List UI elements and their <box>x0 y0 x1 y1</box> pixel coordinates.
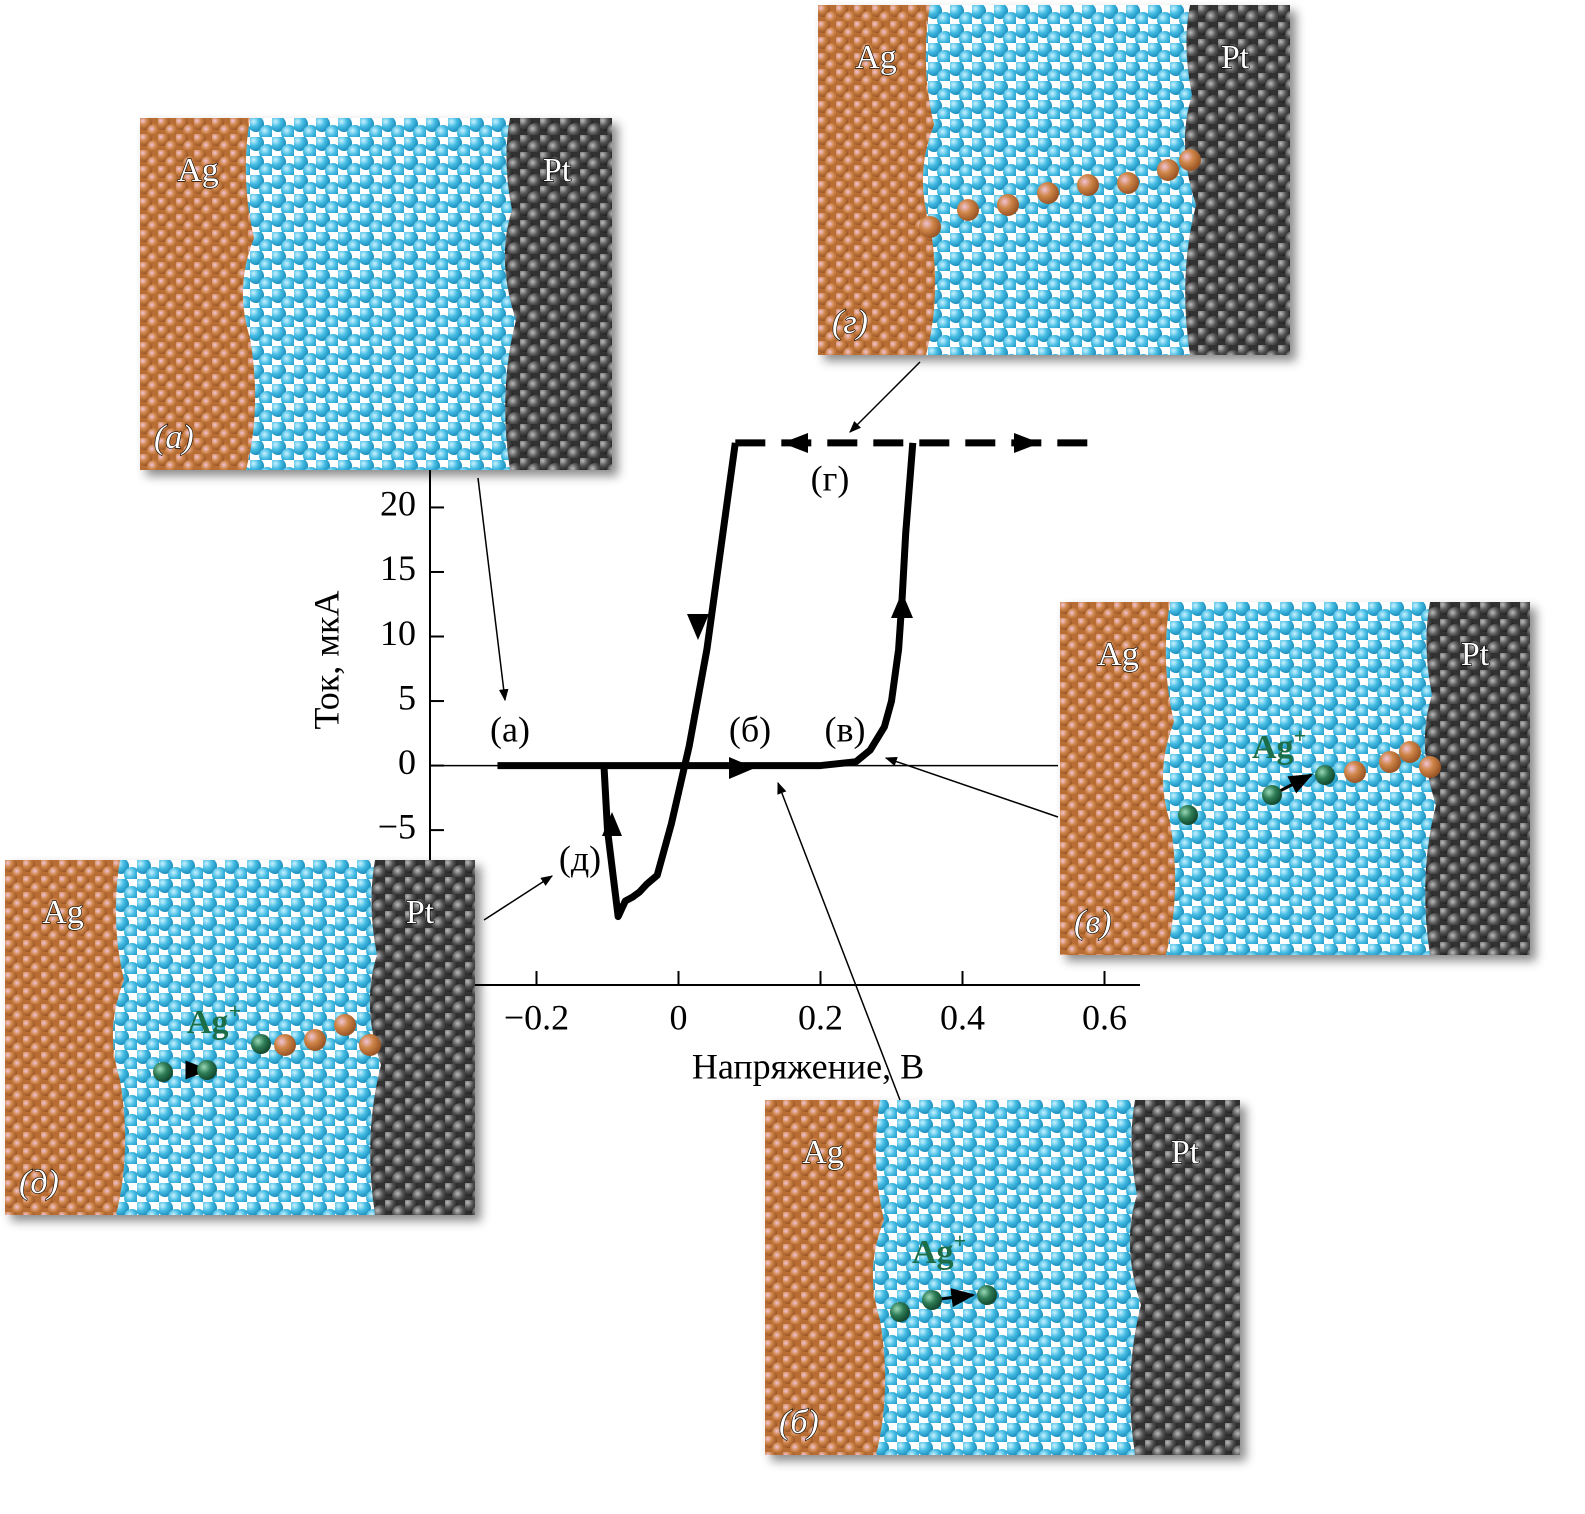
ion-symbol: Ag <box>912 1234 954 1271</box>
pt-electrode <box>369 860 475 1215</box>
ion-charge: + <box>954 1228 967 1253</box>
inset: Ag+Ag Pt(в) <box>1060 602 1530 955</box>
pt-electrode <box>1184 5 1290 355</box>
arrow-head <box>729 757 755 779</box>
insets: Ag Pt(а)Ag Pt(г)Ag+Ag Pt(в)Ag+Ag Pt(д)Ag+Ag P… <box>5 5 1530 1455</box>
filament-atom <box>1117 172 1139 194</box>
filament-atom <box>1419 756 1441 778</box>
y-tick-label: 10 <box>380 613 416 653</box>
y-tick-label: 20 <box>380 484 416 524</box>
ion-label: Ag+ <box>1252 723 1306 766</box>
arrow-head <box>891 592 913 618</box>
ion <box>251 1034 271 1054</box>
inset-label: (в) <box>1074 904 1111 941</box>
electrode-label: Ag <box>802 1134 844 1171</box>
pt-electrode <box>504 118 612 470</box>
arrow-head <box>1014 433 1040 453</box>
x-tick-label: −0.2 <box>504 997 569 1037</box>
electrode-label: Ag <box>177 152 219 189</box>
ag-electrode <box>1060 602 1176 955</box>
y-tick-label: 0 <box>398 742 416 782</box>
electrode-label: Pt <box>543 152 572 189</box>
filament-atom <box>304 1029 326 1051</box>
annotation: (в) <box>825 709 866 749</box>
ion <box>922 1290 942 1310</box>
x-tick-label: 0.2 <box>798 997 843 1037</box>
filament-atom <box>1157 159 1179 181</box>
ag-electrode <box>140 118 256 470</box>
direction-arrows <box>602 433 1040 836</box>
filament-atom <box>1179 149 1201 171</box>
ion-symbol: Ag <box>1252 729 1294 766</box>
connector <box>849 361 921 433</box>
filament-atom <box>1379 751 1401 773</box>
ion <box>1178 805 1198 825</box>
annotation: (а) <box>490 709 530 749</box>
ag-electrode <box>765 1100 886 1455</box>
x-axis-label: Напряжение, В <box>692 1046 924 1086</box>
annotation: (б) <box>729 709 771 749</box>
x-tick-label: 0.4 <box>940 997 985 1037</box>
filament-atom <box>957 199 979 221</box>
electrode-label: Pt <box>1171 1134 1200 1171</box>
filament-atom <box>1037 182 1059 204</box>
inset: Ag Pt (г) <box>818 5 1290 355</box>
arrow-head <box>602 812 622 836</box>
electrode-label: Pt <box>1221 39 1250 76</box>
electrode-label: Ag <box>42 894 84 931</box>
filament-atom <box>274 1034 296 1056</box>
connectors <box>477 361 1059 1101</box>
y-tick-label: −5 <box>378 806 416 846</box>
electrode-label: Ag <box>855 39 897 76</box>
inset-label: (б) <box>779 1404 819 1441</box>
electrode-label: Pt <box>406 894 435 931</box>
connector <box>884 756 1059 818</box>
inset: Ag Pt (а) <box>140 118 612 470</box>
chart: Напряжение, В Ток, мкА (а) (б) (в) (г) (… <box>306 430 1140 1086</box>
ion-charge: + <box>1294 723 1307 748</box>
arrow-head <box>687 614 709 640</box>
ion <box>153 1062 173 1082</box>
filament-atom <box>997 194 1019 216</box>
connector <box>777 781 901 1101</box>
ion-label: Ag+ <box>912 1228 966 1271</box>
ag-electrode <box>5 860 126 1215</box>
ion-symbol: Ag <box>187 1004 229 1041</box>
y-axis-label: Ток, мкА <box>306 590 346 729</box>
connector <box>477 477 509 702</box>
ion <box>1262 785 1282 805</box>
inset: Ag+Ag Pt(б) <box>765 1100 1240 1455</box>
ion <box>1315 765 1335 785</box>
y-tick-label: 5 <box>398 677 416 717</box>
arrow-head <box>782 433 808 453</box>
filament-atom <box>334 1014 356 1036</box>
x-tick-label: 0.6 <box>1082 997 1127 1037</box>
ion <box>977 1285 997 1305</box>
ion-label: Ag+ <box>187 998 241 1041</box>
ion-charge: + <box>229 998 242 1023</box>
filament-atom <box>359 1034 381 1056</box>
ag-electrode <box>818 5 936 355</box>
electrode-label: Ag <box>1097 636 1139 673</box>
annotation: (г) <box>811 458 850 498</box>
pt-electrode <box>1424 602 1530 955</box>
inset-label: (а) <box>154 419 194 456</box>
filament-atom <box>1344 761 1366 783</box>
connector <box>483 875 554 921</box>
inset: Ag+Ag Pt(д) <box>5 860 475 1215</box>
filament-atom <box>1399 741 1421 763</box>
ion <box>890 1302 910 1322</box>
y-tick-label: 15 <box>380 548 416 588</box>
inset-label: (д) <box>19 1164 59 1201</box>
x-tick-label: 0 <box>670 997 688 1037</box>
ion <box>197 1060 217 1080</box>
electrode-label: Pt <box>1461 636 1490 673</box>
pt-electrode <box>1129 1100 1240 1455</box>
filament-atom <box>1077 174 1099 196</box>
annotation: (д) <box>559 838 601 878</box>
inset-label: (г) <box>832 304 868 341</box>
filament-atom <box>919 216 941 238</box>
